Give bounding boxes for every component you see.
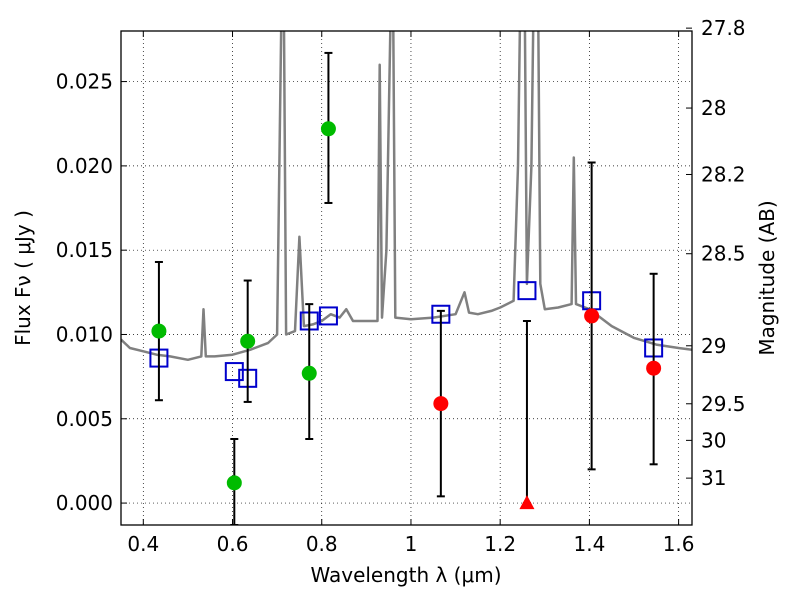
x-axis-title: Wavelength λ (μm) <box>310 563 501 587</box>
y-tick-label: 0.025 <box>56 70 113 94</box>
y2-tick-label: 28.2 <box>701 162 746 186</box>
green-point <box>320 121 336 137</box>
plot-frame <box>120 30 693 526</box>
y2-tick-label: 29 <box>701 334 726 358</box>
axis-ticks: 0.4 0.6 0.8 1 1.2 1.4 1.6 0.000 0.005 0.010 0.015 0… <box>56 16 746 556</box>
green-point <box>226 475 242 491</box>
green-point <box>151 323 167 339</box>
green-point <box>301 365 317 381</box>
y2-tick-label: 28.5 <box>701 242 746 266</box>
spectrum-line <box>121 31 692 362</box>
data-marks <box>149 51 664 525</box>
y-tick-label: 0.000 <box>56 491 113 515</box>
red-point <box>584 308 600 324</box>
x-tick-label: 0.4 <box>127 532 159 556</box>
green-point <box>240 333 256 349</box>
red-point <box>433 396 449 412</box>
y-tick-label: 0.020 <box>56 154 113 178</box>
y-axis-title: Flux Fν ( μJy ) <box>11 210 35 346</box>
spectrum-layer <box>121 31 692 362</box>
model-square-point <box>318 306 338 326</box>
y-tick-label: 0.015 <box>56 238 113 262</box>
y2-tick-label: 27.8 <box>701 16 746 40</box>
y2-tick-label: 31 <box>701 466 726 490</box>
model-square-point <box>517 281 537 301</box>
y2-tick-label: 28 <box>701 96 726 120</box>
y2-tick-label: 29.5 <box>701 392 746 416</box>
x-tick-label: 0.6 <box>217 532 249 556</box>
x-tick-label: 1.6 <box>663 532 695 556</box>
x-tick-label: 0.8 <box>306 532 338 556</box>
x-tick-label: 1 <box>405 532 418 556</box>
y-tick-label: 0.005 <box>56 407 113 431</box>
red-upper-limit-point <box>519 495 535 510</box>
red-point <box>646 360 662 376</box>
y2-tick-label: 30 <box>701 428 726 452</box>
x-tick-label: 1.2 <box>484 532 516 556</box>
y2-axis-title: Magnitude (AB) <box>755 200 779 355</box>
x-tick-label: 1.4 <box>573 532 605 556</box>
y-tick-label: 0.010 <box>56 322 113 346</box>
model-square-point <box>224 362 244 382</box>
